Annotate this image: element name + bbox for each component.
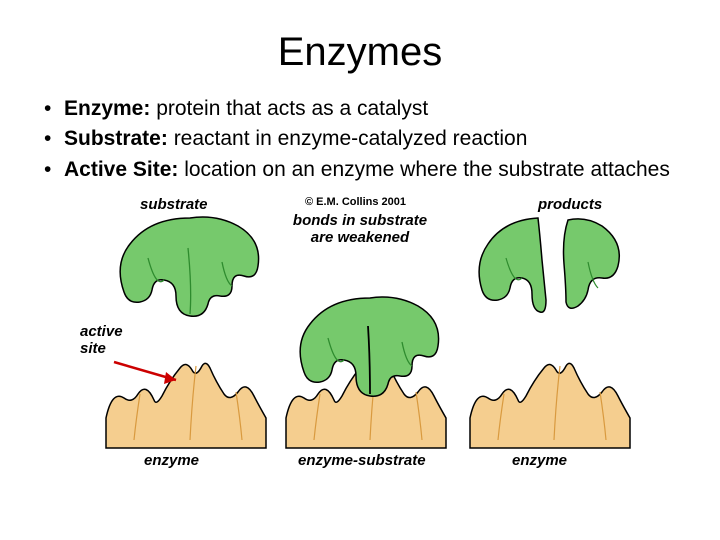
definition: reactant in enzyme-catalyzed reaction [168, 127, 528, 150]
definition-list: Enzyme: protein that acts as a catalyst … [40, 95, 680, 184]
page-title: Enzymes [40, 30, 680, 75]
definition: location on an enzyme where the substrat… [178, 158, 669, 181]
label-enzyme-2: enzyme [512, 452, 567, 469]
label-active-site: active site [80, 324, 130, 357]
active-site-arrow [114, 362, 176, 384]
enzyme-diagram: substrate © E.M. Collins 2001 bonds in s… [80, 194, 640, 474]
term: Enzyme: [64, 97, 150, 120]
definition: protein that acts as a catalyst [150, 97, 428, 120]
term: Substrate: [64, 127, 168, 150]
list-item: Enzyme: protein that acts as a catalyst [40, 95, 680, 123]
label-bonds: bonds in substrate are weakened [290, 212, 430, 247]
slide: Enzymes Enzyme: protein that acts as a c… [0, 0, 720, 540]
list-item: Active Site: location on an enzyme where… [40, 156, 680, 184]
list-item: Substrate: reactant in enzyme-catalyzed … [40, 125, 680, 153]
label-enzyme-1: enzyme [144, 452, 199, 469]
label-copyright: © E.M. Collins 2001 [305, 196, 406, 208]
label-substrate: substrate [140, 196, 208, 213]
label-enzyme-substrate: enzyme-substrate [298, 452, 426, 469]
term: Active Site: [64, 158, 178, 181]
label-products: products [538, 196, 602, 213]
